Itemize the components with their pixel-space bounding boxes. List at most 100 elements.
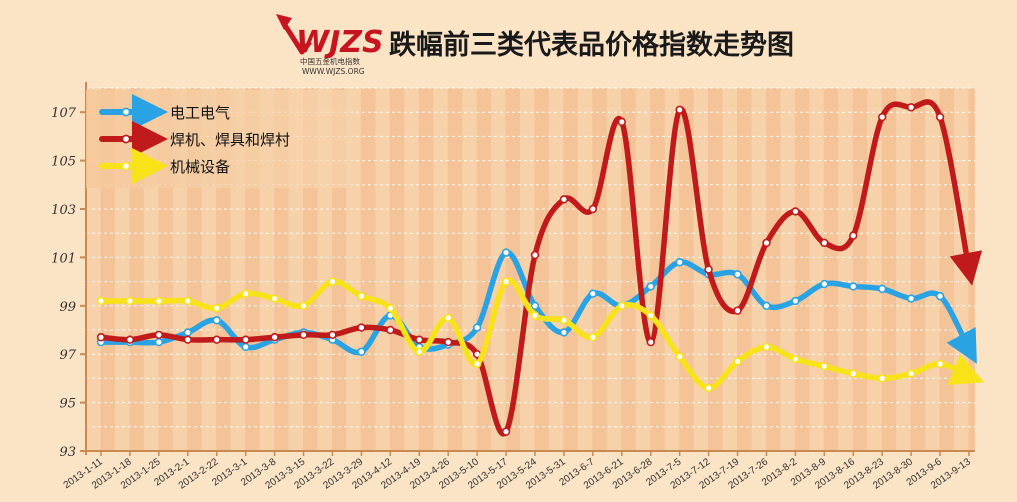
data-point (849, 231, 858, 240)
data-point (501, 427, 511, 436)
series-welding (96, 99, 983, 437)
data-point (733, 306, 742, 315)
y-axis-ticks: 93 95 97 99 101 103 105 107 (51, 106, 86, 460)
data-point (212, 316, 221, 325)
data-point (733, 357, 742, 366)
y-tick-label: 95 (59, 397, 76, 412)
legend-label: 焊机、焊具和焊村 (170, 131, 290, 149)
data-point (646, 311, 655, 320)
data-point (849, 369, 858, 378)
data-point (125, 296, 135, 306)
series-layer (96, 99, 985, 437)
data-point (935, 359, 945, 369)
data-point (357, 347, 366, 356)
data-point (588, 204, 598, 214)
data-point (444, 313, 453, 323)
data-point (906, 294, 916, 303)
background-stripe (650, 88, 665, 451)
data-point (762, 238, 771, 248)
y-tick-label: 97 (59, 348, 76, 363)
data-point (675, 105, 684, 114)
background-stripe (447, 88, 463, 451)
data-point (791, 296, 800, 306)
logo-text: WJZS (296, 25, 384, 60)
legend-marker (121, 161, 131, 171)
data-point (906, 103, 916, 112)
background-stripe (418, 88, 434, 451)
data-point (212, 335, 221, 344)
data-point (762, 342, 771, 352)
data-point (183, 328, 193, 337)
data-point (328, 277, 337, 286)
series-machinery (96, 277, 985, 393)
data-point (935, 291, 945, 301)
background-stripe (505, 88, 520, 451)
data-point (96, 296, 106, 306)
data-point (877, 112, 887, 122)
data-point (675, 258, 684, 267)
data-point (849, 282, 858, 291)
data-point (820, 279, 829, 289)
data-point (530, 311, 540, 320)
legend-marker (121, 107, 131, 117)
background-stripe (852, 88, 868, 451)
data-point (646, 337, 655, 347)
y-tick-label: 103 (51, 203, 76, 218)
logo-url: WWW.WJZS.ORG (302, 67, 365, 76)
legend-item-welding: 焊机、焊具和焊村 (99, 121, 290, 157)
data-point (501, 248, 511, 257)
background-stripe (794, 88, 810, 451)
data-point (530, 301, 540, 310)
data-point (241, 342, 250, 352)
logo-cn: 中国五金机电指数 (300, 56, 360, 66)
x-axis-ticks: 2013-1-112013-1-182013-1-252013-2-12013-… (62, 451, 973, 492)
data-point (675, 352, 684, 361)
background-stripe (360, 88, 376, 451)
data-point (559, 328, 569, 337)
legend-label: 机械设备 (170, 158, 230, 176)
data-point (444, 337, 453, 347)
data-point (617, 301, 626, 310)
data-point (241, 335, 250, 344)
data-point (183, 296, 193, 306)
data-point (935, 112, 945, 122)
data-point (791, 354, 800, 364)
data-point (386, 325, 395, 335)
legend-item-machinery: 机械设备 (99, 148, 230, 184)
data-point (328, 330, 337, 340)
data-point (501, 277, 511, 286)
data-point (472, 323, 482, 332)
data-point (270, 294, 279, 303)
data-point (386, 304, 395, 313)
data-point (762, 301, 771, 310)
background-stripe (881, 88, 897, 451)
data-point (820, 238, 829, 248)
background-stripe (534, 88, 549, 451)
data-point (877, 374, 887, 383)
data-point (415, 335, 424, 344)
data-point (299, 330, 308, 340)
background-stripe (563, 88, 578, 451)
data-point (357, 323, 366, 332)
logo: WJZS 中国五金机电指数 WWW.WJZS.ORG (276, 14, 384, 76)
data-point (154, 296, 164, 306)
data-point (588, 289, 598, 298)
legend-label: 电工电气 (170, 104, 230, 122)
data-point (791, 207, 800, 216)
data-point (154, 330, 164, 340)
data-point (530, 250, 540, 260)
data-point (877, 284, 887, 294)
data-point (270, 333, 279, 342)
data-point (241, 289, 250, 298)
background-stripe (389, 88, 405, 451)
data-point (472, 359, 482, 369)
data-point (704, 265, 713, 274)
data-point (733, 270, 742, 279)
data-point (617, 117, 626, 127)
chart-title: 跌幅前三类代表品价格指数走势图 (389, 29, 794, 61)
legend-item-electrical: 电工电气 (99, 94, 230, 130)
data-point (212, 304, 221, 313)
data-point (415, 347, 424, 356)
legend-marker (121, 134, 131, 144)
